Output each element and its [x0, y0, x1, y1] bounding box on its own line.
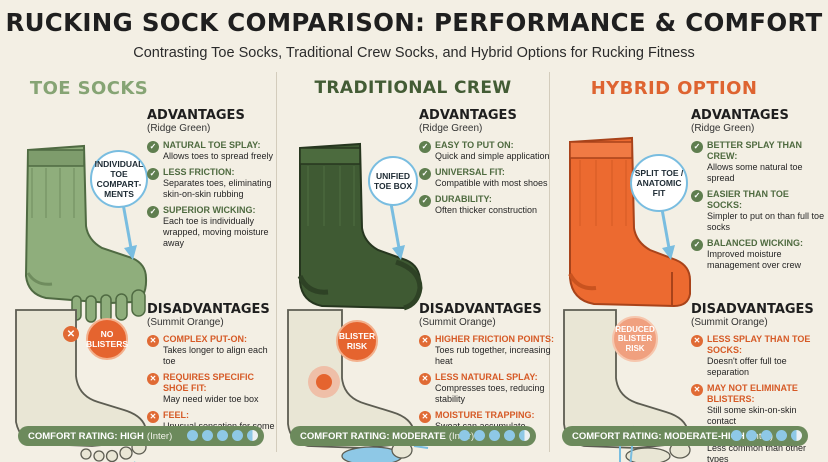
foot-badge: BLISTER RISK [336, 320, 378, 362]
comfort-rating-bar: COMFORT RATING: MODERATE (Inter) [290, 426, 536, 446]
cross-icon: ✕ [147, 373, 159, 385]
list-item: ✕ REQUIRES SPECIFIC SHOE FIT: May need wid… [147, 372, 282, 405]
page-title: RUCKING SOCK COMPARISON: PERFORMANCE & C… [5, 8, 823, 37]
disadvantages-section: DISADVANTAGES (Summit Orange) ✕ COMPLEX P… [147, 302, 282, 437]
list-item: ✓ LESS FRICTION: Separates toes, eliminati… [147, 167, 282, 200]
rating-dot [504, 430, 515, 441]
rating-dot [202, 430, 213, 441]
rating-dot [232, 430, 243, 441]
list-item: ✕ LESS SPLAY THAN TOE SOCKS: Doesn't offer… [691, 334, 826, 378]
rating-dot [187, 430, 198, 441]
column-divider [276, 72, 277, 452]
hybrid-sock-illustration [568, 136, 691, 308]
column-heading: TRADITIONAL CREW [314, 78, 512, 98]
column-heading: TOE SOCKS [29, 78, 149, 99]
list-item: ✓ NATURAL TOE SPLAY: Allows toes to spread… [147, 140, 282, 162]
page-subtitle: Contrasting Toe Socks, Traditional Crew … [133, 45, 695, 61]
rating-dot [489, 430, 500, 441]
section-title: DISADVANTAGES [419, 302, 542, 317]
section-subtitle: (Summit Orange) [419, 317, 496, 328]
column-divider [549, 72, 550, 452]
rating-dot [776, 430, 787, 441]
section-title: ADVANTAGES [147, 108, 245, 123]
rating-dot [519, 430, 530, 441]
toe-socks-column: TOE SOCKS INDIVIDUAL TOE COMPART-MENTS N… [6, 68, 278, 462]
rating-dots [459, 430, 530, 441]
list-item: ✓ SUPERIOR WICKING: Each toe is individual… [147, 205, 282, 249]
rating-dot [761, 430, 772, 441]
check-icon: ✓ [147, 141, 159, 153]
hybrid-option-column: HYBRID OPTION SPLIT TOE / ANATOMIC FIT R… [550, 68, 824, 462]
check-icon: ✓ [691, 190, 703, 202]
list-item: ✓ DURABILITY: Often thicker construction [419, 194, 554, 216]
section-title: DISADVANTAGES [691, 302, 814, 317]
cross-icon: ✕ [147, 335, 159, 347]
list-item: ✓ EASIER THAN TOE SOCKS: Simpler to put on… [691, 189, 826, 233]
rating-dot [247, 430, 258, 441]
section-subtitle: (Ridge Green) [419, 123, 483, 134]
foot-illustration [15, 309, 158, 462]
rating-label: COMFORT RATING: MODERATE-HIGH [572, 430, 745, 442]
callout-bubble: UNIFIED TOE BOX [368, 156, 418, 206]
rating-dot [791, 430, 802, 441]
rating-dots [731, 430, 802, 441]
cross-icon: ✕ [63, 326, 79, 342]
check-icon: ✓ [419, 141, 431, 153]
column-heading: HYBRID OPTION [590, 78, 758, 99]
callout-bubble: SPLIT TOE / ANATOMIC FIT [630, 154, 688, 212]
traditional-crew-column: TRADITIONAL CREW UNIFIED TOE BOX BLISTER… [278, 68, 554, 462]
callout-bubble: INDIVIDUAL TOE COMPART-MENTS [90, 150, 148, 208]
cross-icon: ✕ [419, 411, 431, 423]
section-title: ADVANTAGES [691, 108, 789, 123]
cross-icon: ✕ [419, 335, 431, 347]
foot-illustration [287, 309, 429, 462]
list-item: ✕ HIGHER FRICTION POINTS: Toes rub togethe… [419, 334, 554, 367]
list-item: ✕ COMPLEX PUT-ON: Takes longer to align ea… [147, 334, 282, 367]
foot-badge: REDUCED BLISTER RISK [612, 316, 658, 362]
advantages-section: ADVANTAGES (Ridge Green) ✓ NATURAL TOE SP… [147, 108, 282, 254]
rating-dot [731, 430, 742, 441]
check-icon: ✓ [147, 206, 159, 218]
section-title: ADVANTAGES [419, 108, 517, 123]
section-title: DISADVANTAGES [147, 302, 270, 317]
section-subtitle: (Ridge Green) [691, 123, 755, 134]
rating-note: (Inter) [146, 430, 173, 442]
list-item: ✓ BALANCED WICKING: Improved moisture mana… [691, 238, 826, 271]
cross-icon: ✕ [147, 411, 159, 423]
check-icon: ✓ [419, 195, 431, 207]
rating-dot [746, 430, 757, 441]
foot-badge: NO BLISTERS [86, 318, 128, 360]
rating-label: COMFORT RATING: HIGH [28, 430, 144, 442]
comfort-rating-bar: COMFORT RATING: MODERATE-HIGH (Inter) [562, 426, 808, 446]
rating-dot [459, 430, 470, 441]
advantages-section: ADVANTAGES (Ridge Green) ✓ BETTER SPLAY T… [691, 108, 826, 276]
rating-dot [474, 430, 485, 441]
advantages-section: ADVANTAGES (Ridge Green) ✓ EASY TO PUT ON… [419, 108, 554, 221]
check-icon: ✓ [147, 168, 159, 180]
rating-dots [187, 430, 258, 441]
check-icon: ✓ [691, 141, 703, 153]
cross-icon: ✕ [419, 373, 431, 385]
toe-sock-illustration [24, 144, 148, 323]
section-subtitle: (Summit Orange) [691, 317, 768, 328]
section-subtitle: (Summit Orange) [147, 317, 224, 328]
crew-sock-illustration [297, 142, 423, 311]
check-icon: ✓ [419, 168, 431, 180]
list-item: ✓ BETTER SPLAY THAN CREW: Allows some natu… [691, 140, 826, 184]
list-item: ✓ EASY TO PUT ON: Quick and simple applica… [419, 140, 554, 162]
rating-note: (Inter) [748, 431, 773, 442]
comfort-rating-bar: COMFORT RATING: HIGH (Inter) [18, 426, 264, 446]
list-item: ✕ LESS NATURAL SPLAY: Compresses toes, red… [419, 372, 554, 405]
cross-icon: ✕ [691, 335, 703, 347]
rating-dot [217, 430, 228, 441]
section-subtitle: (Ridge Green) [147, 123, 211, 134]
list-item: ✓ UNIVERSAL FIT: Compatible with most shoe… [419, 167, 554, 189]
cross-icon: ✕ [691, 384, 703, 396]
rating-label: COMFORT RATING: MODERATE [300, 430, 446, 442]
check-icon: ✓ [691, 239, 703, 251]
list-item: ✕ MAY NOT ELIMINATE BLISTERS: Still some s… [691, 383, 826, 427]
